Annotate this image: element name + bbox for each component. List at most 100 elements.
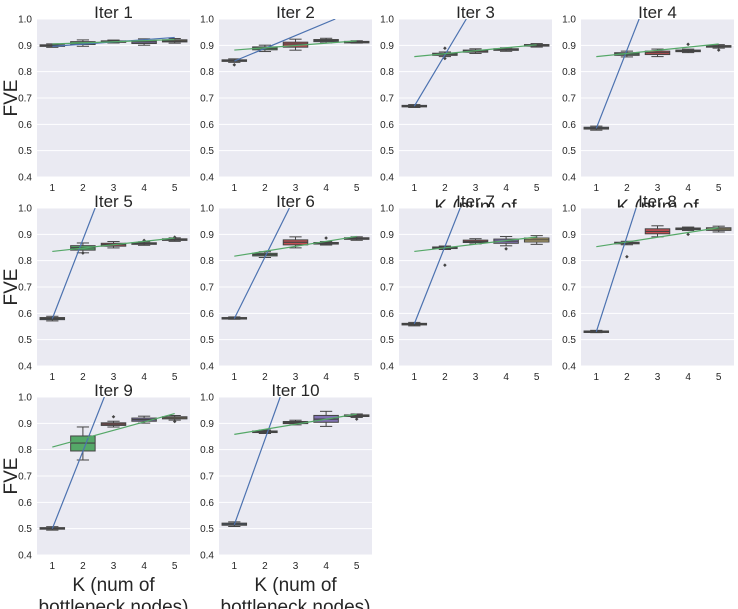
y-axis-label: FVE [1,80,22,117]
y-tick-label: 0.5 [200,146,214,157]
y-tick-label: 0.7 [18,472,32,483]
subplot-title: Iter 4 [638,3,677,22]
y-tick-label: 0.9 [200,230,214,241]
y-tick-label: 0.5 [18,335,32,346]
x-tick-label: 5 [534,183,540,194]
x-tick-label: 2 [80,372,86,383]
x-tick-label: 5 [534,372,540,383]
y-tick-label: 0.5 [200,524,214,535]
y-tick-label: 0.9 [200,41,214,52]
box-k3 [282,236,309,249]
y-tick-label: 0.6 [200,309,214,320]
y-tick-label: 0.6 [562,120,576,131]
y-tick-label: 0.6 [562,309,576,320]
y-tick-label: 0.8 [18,256,32,267]
x-tick-label: 3 [293,372,299,383]
subplot-title: Iter 7 [456,192,495,211]
x-tick-label: 1 [50,183,56,194]
y-tick-label: 0.6 [18,498,32,509]
fit-line-green [414,44,537,58]
x-tick-label: 3 [473,372,479,383]
y-tick-label: 1.0 [562,15,576,26]
x-tick-label: 2 [80,561,86,572]
y-tick-label: 0.9 [562,230,576,241]
subplot-iter-7: 0.4 0.5 0.6 0.7 0.8 0.9 1.0 1 2 3 4 5 Iter 7 [380,192,552,383]
subplot-iter-9: 0.4 0.5 0.6 0.7 0.8 0.9 1.0 1 2 3 4 5 Iter 9 FVE K (nu… [1,381,190,609]
x-tick-label: 4 [141,561,147,572]
y-axis-label: FVE [1,458,22,495]
y-tick-label: 0.5 [18,524,32,535]
y-tick-label: 1.0 [200,393,214,404]
x-tick-label: 3 [473,183,479,194]
y-tick-label: 0.4 [18,362,32,373]
box-k4 [313,37,339,44]
y-tick-label: 0.9 [18,41,32,52]
subplot-title: Iter 5 [94,192,133,211]
subplot-title: Iter 6 [276,192,315,211]
fit-line-green [596,43,719,58]
y-tick-label: 0.9 [562,41,576,52]
y-tick-label: 0.6 [18,309,32,320]
x-tick-label: 1 [232,561,238,572]
fit-line-blue [51,397,105,529]
x-tick-label: 2 [442,372,448,383]
flier-point [443,263,447,267]
y-tick-label: 0.4 [18,173,32,184]
y-tick-label: 0.9 [380,230,394,241]
y-tick-label: 0.9 [18,419,32,430]
box-k4 [675,42,701,54]
x-tick-label: 1 [232,372,238,383]
y-tick-label: 0.8 [562,67,576,78]
y-tick-label: 0.8 [380,67,394,78]
y-tick-label: 1.0 [380,204,394,215]
flier-point [172,419,177,424]
y-tick-label: 1.0 [18,393,32,404]
x-tick-label: 1 [594,372,600,383]
x-tick-label: 5 [354,372,360,383]
y-tick-label: 0.6 [380,309,394,320]
y-tick-label: 0.8 [18,445,32,456]
flier-point [232,63,237,67]
y-tick-label: 0.5 [380,335,394,346]
fit-line-green [234,413,357,435]
subplot-title: Iter 10 [271,381,319,400]
y-tick-label: 0.7 [380,94,394,105]
x-tick-label: 4 [141,183,147,194]
subplot-iter-6: 0.4 0.5 0.6 0.7 0.8 0.9 1.0 1 2 3 4 5 Iter 6 [200,192,372,383]
subplot-iter-2: 0.4 0.5 0.6 0.7 0.8 0.9 1.0 1 2 3 4 5 Iter 2 [200,3,372,194]
y-tick-label: 0.7 [562,94,576,105]
y-tick-label: 0.4 [380,362,394,373]
x-tick-label: 4 [685,372,691,383]
x-tick-label: 1 [594,183,600,194]
x-axis-label-line1: K (num of [72,575,155,596]
x-tick-label: 2 [442,183,448,194]
y-axis-label: FVE [1,269,22,306]
flier-point [504,247,508,251]
fit-line-blue [234,19,336,62]
y-tick-label: 0.9 [18,230,32,241]
y-tick-label: 0.7 [18,283,32,294]
y-tick-label: 0.8 [380,256,394,267]
y-tick-label: 0.4 [200,551,214,562]
flier-point [172,235,177,240]
y-tick-label: 0.4 [380,173,394,184]
x-tick-label: 3 [111,561,117,572]
x-tick-label: 1 [412,372,418,383]
x-tick-label: 2 [80,183,86,194]
flier-point [81,251,85,255]
y-tick-label: 1.0 [380,15,394,26]
x-tick-label: 2 [262,561,268,572]
subplot-iter-8: 0.4 0.5 0.6 0.7 0.8 0.9 1.0 1 2 3 4 5 Iter 8 [562,192,734,383]
x-axis-label-line1: K (num of [254,575,337,596]
subplot-title: Iter 9 [94,381,133,400]
y-tick-label: 1.0 [562,204,576,215]
y-tick-label: 0.5 [380,146,394,157]
flier-point [443,56,447,61]
y-tick-label: 0.7 [200,94,214,105]
y-tick-label: 0.8 [200,67,214,78]
y-tick-label: 0.4 [200,362,214,373]
subplot-title: Iter 3 [456,3,495,22]
x-tick-label: 4 [323,561,329,572]
x-tick-label: 5 [172,561,178,572]
